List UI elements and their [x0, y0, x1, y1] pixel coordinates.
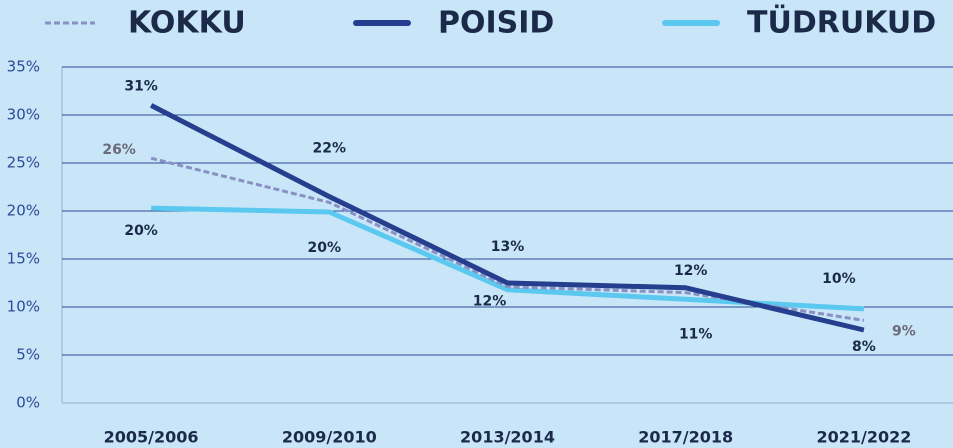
data-label: 20% — [308, 240, 342, 256]
data-label: 12% — [674, 263, 708, 279]
y-tick-label: 25% — [7, 154, 40, 172]
y-tick-label: 10% — [7, 298, 40, 316]
data-label: 9% — [892, 323, 916, 339]
x-tick-label: 2013/2014 — [460, 428, 555, 447]
y-tick-label: 15% — [7, 250, 40, 268]
data-label: 11% — [679, 326, 713, 342]
x-tick-label: 2009/2010 — [282, 428, 377, 447]
legend-label: TÜDRUKUD — [747, 4, 936, 41]
series-line — [150, 156, 865, 322]
legend-label: KOKKU — [128, 6, 246, 41]
data-label: 10% — [822, 271, 856, 287]
data-label: 26% — [102, 142, 136, 158]
data-label: 31% — [124, 78, 158, 94]
data-label: 8% — [852, 339, 876, 355]
data-label: 13% — [491, 239, 525, 255]
x-tick-label: 2005/2006 — [104, 428, 199, 447]
data-label: 20% — [124, 223, 158, 239]
x-tick-label: 2021/2022 — [816, 428, 911, 447]
data-label: 12% — [473, 294, 507, 310]
y-tick-label: 5% — [16, 346, 40, 364]
y-tick-label: 35% — [7, 58, 40, 76]
data-label: 22% — [313, 141, 347, 157]
y-tick-label: 20% — [7, 202, 40, 220]
series-line — [149, 103, 865, 333]
x-tick-label: 2017/2018 — [638, 428, 733, 447]
y-tick-label: 0% — [16, 394, 40, 412]
legend-label: POISID — [438, 6, 554, 41]
y-tick-label: 30% — [7, 106, 40, 124]
